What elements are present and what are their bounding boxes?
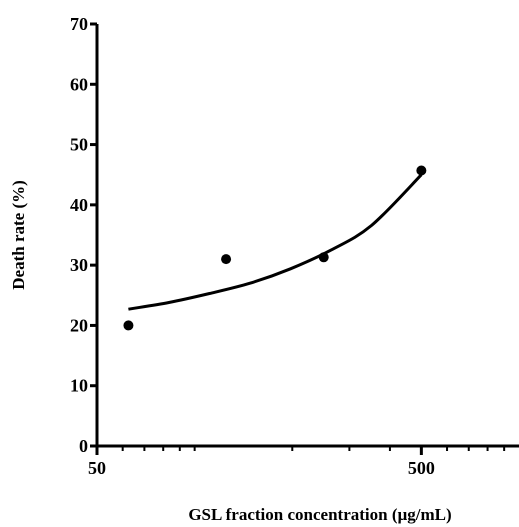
- x-tick-label: 500: [408, 458, 435, 478]
- fit-line: [128, 173, 423, 311]
- y-axis-title: Death rate (%): [9, 180, 28, 290]
- y-tick-label: 60: [70, 74, 88, 94]
- data-point: [221, 254, 232, 265]
- x-axis: 50 500: [88, 444, 519, 478]
- y-tick-label: 70: [70, 14, 88, 34]
- y-tick-label: 50: [70, 135, 88, 155]
- data-points: [123, 165, 427, 331]
- y-tick-label: 0: [79, 436, 88, 456]
- y-axis: 0 10 20 30 40 50 60 70: [70, 14, 99, 456]
- y-tick-label: 20: [70, 315, 88, 335]
- x-axis-title: GSL fraction concentration (µg/mL): [188, 505, 451, 524]
- y-tick-label: 30: [70, 255, 88, 275]
- x-tick-label: 50: [88, 458, 106, 478]
- data-point: [123, 320, 134, 331]
- y-tick-label: 10: [70, 376, 88, 396]
- data-point: [318, 252, 329, 263]
- y-tick-label: 40: [70, 195, 88, 215]
- data-point: [416, 165, 427, 176]
- fit-curve-group: [128, 173, 423, 311]
